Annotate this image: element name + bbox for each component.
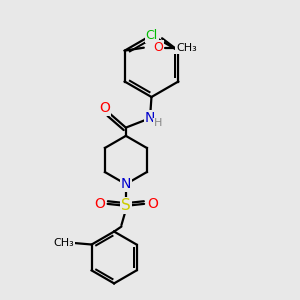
Text: CH₃: CH₃ (53, 238, 74, 248)
Text: S: S (121, 198, 131, 213)
Text: Cl: Cl (146, 29, 158, 42)
Text: O: O (94, 197, 105, 211)
Text: CH₃: CH₃ (176, 43, 197, 53)
Text: N: N (145, 111, 155, 125)
Text: O: O (99, 100, 110, 115)
Text: O: O (147, 197, 158, 211)
Text: H: H (154, 118, 162, 128)
Text: N: N (121, 177, 131, 191)
Text: O: O (154, 41, 164, 54)
